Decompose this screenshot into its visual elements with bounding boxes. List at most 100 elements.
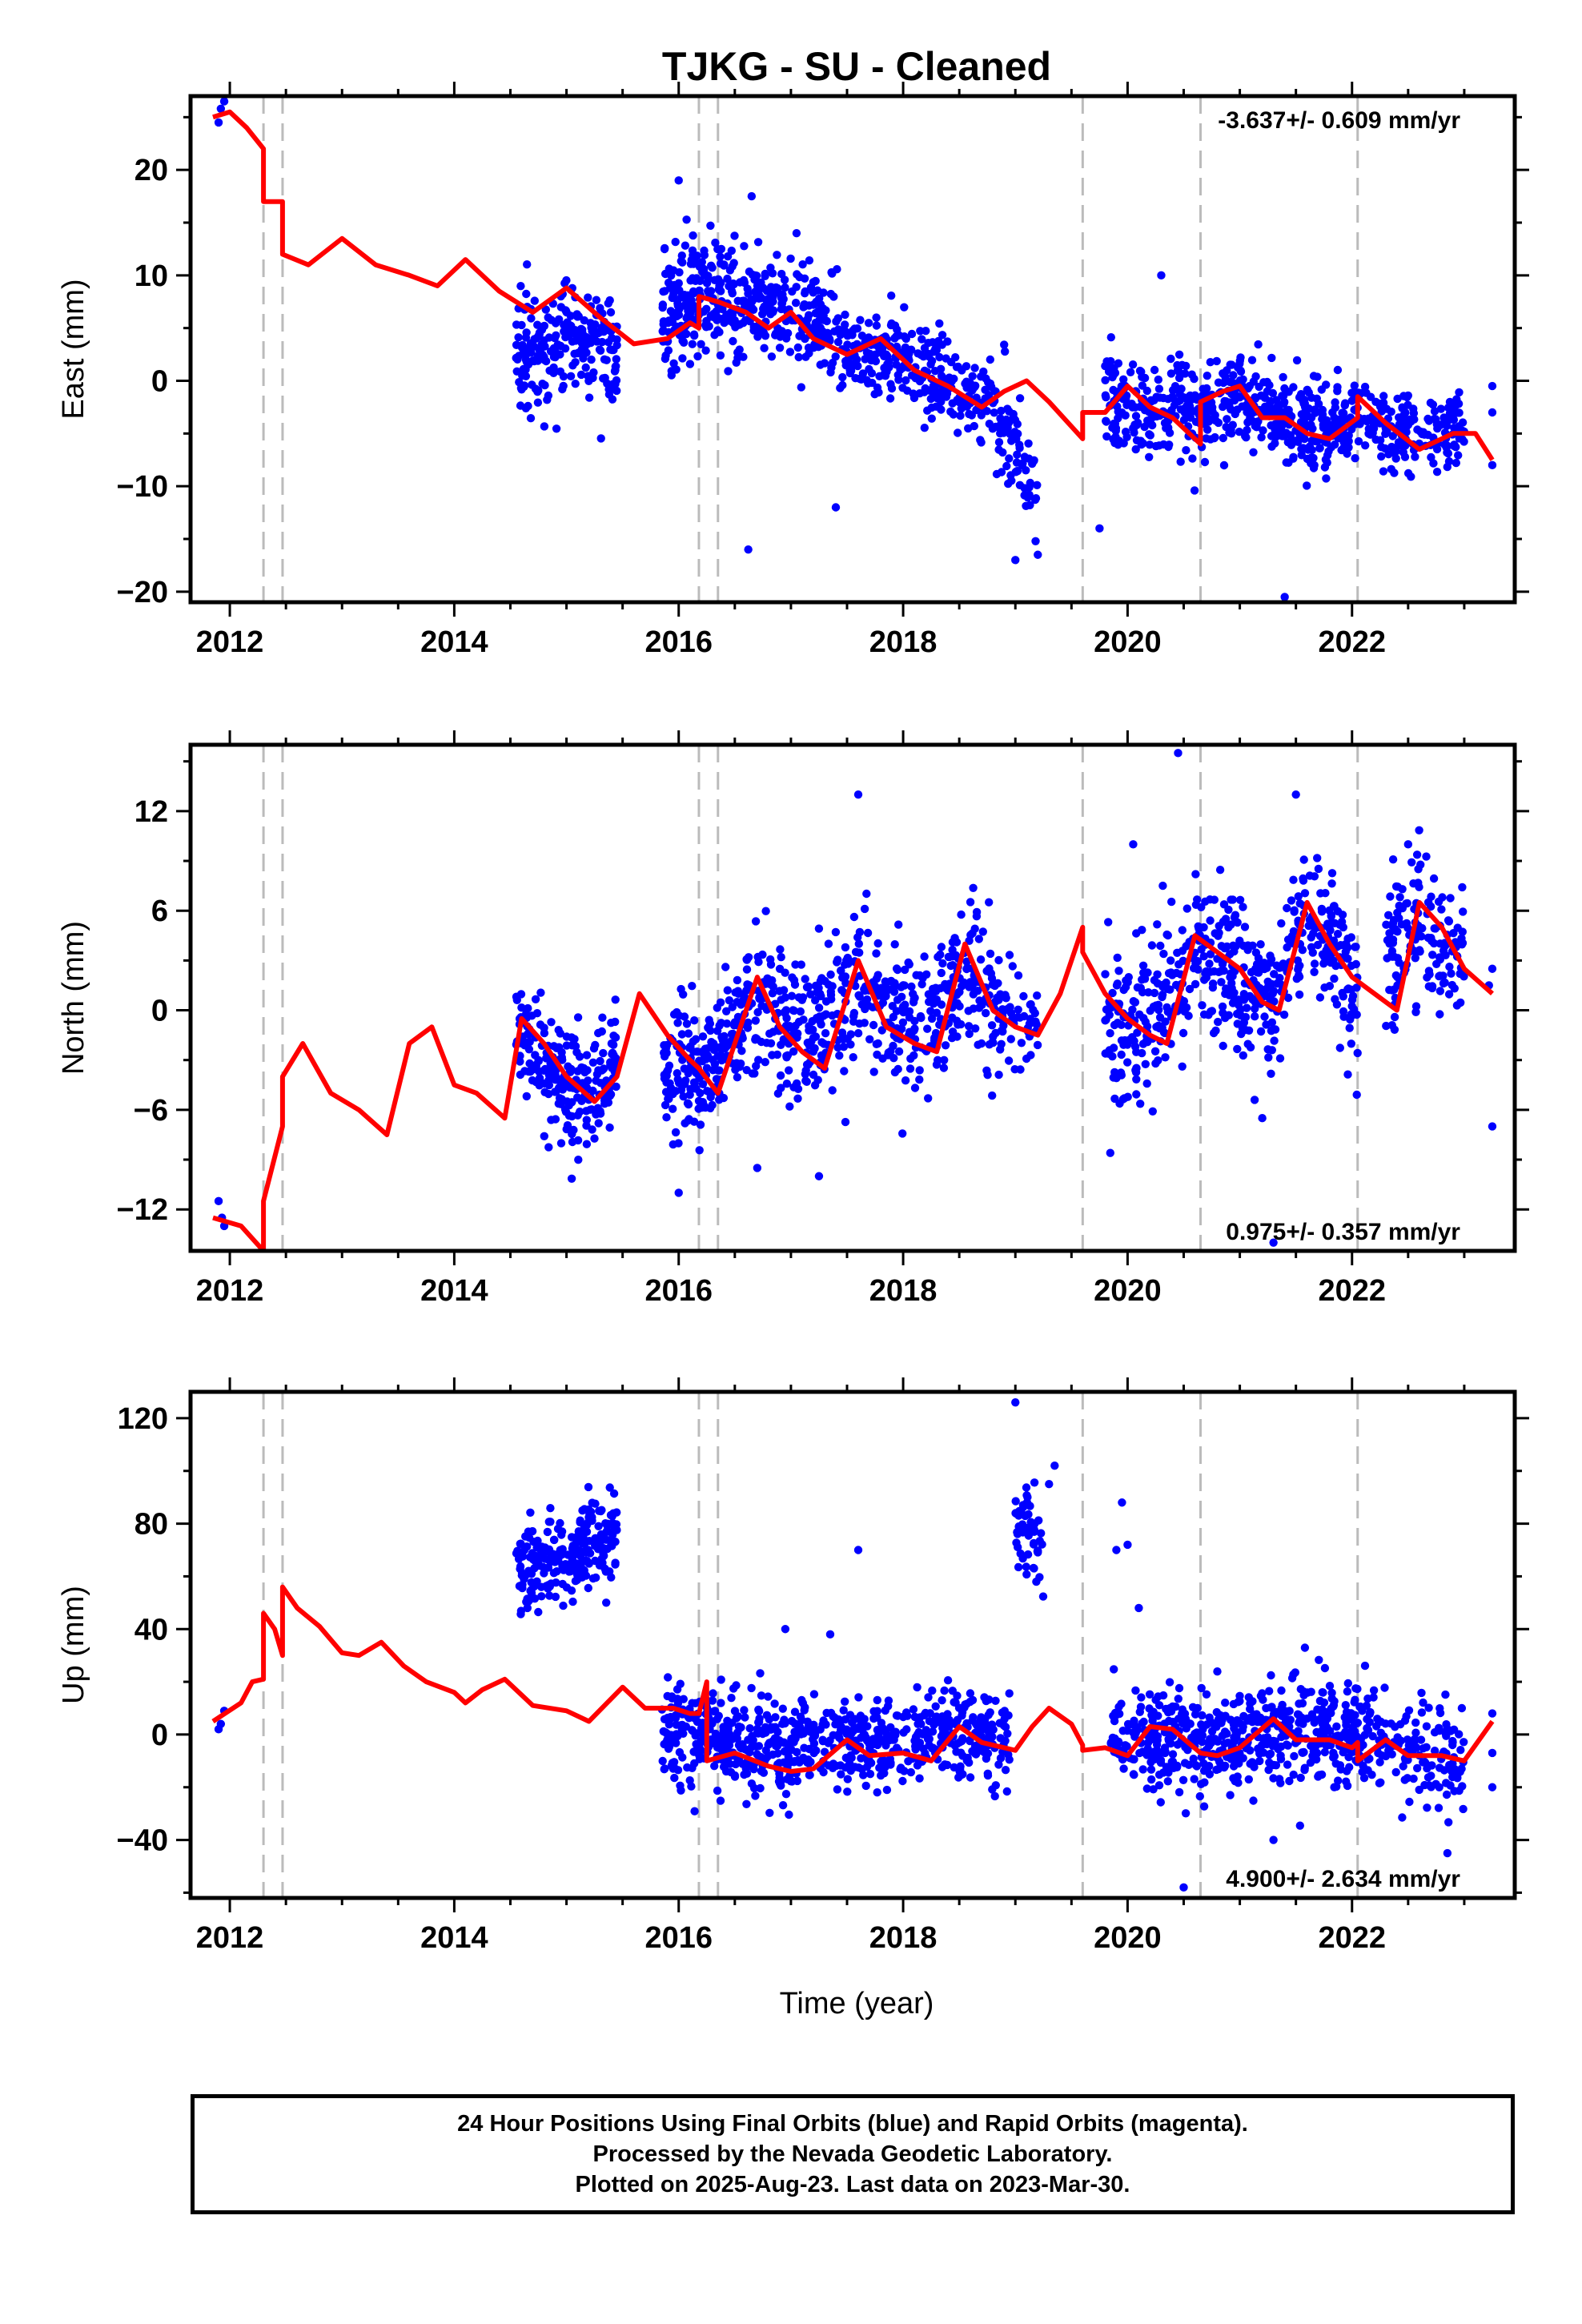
data-point — [1130, 1036, 1138, 1046]
data-point — [978, 927, 988, 936]
data-point — [673, 1019, 682, 1027]
panels: 2012 2014 2016 2018 2020 2022−20−1001020East … — [57, 82, 1529, 1955]
data-point — [1101, 391, 1110, 400]
data-point — [682, 215, 691, 224]
x-tick-label: 2012 — [196, 625, 264, 659]
data-point — [1154, 1701, 1164, 1710]
data-point — [997, 468, 1006, 476]
data-point — [872, 949, 881, 958]
data-point — [770, 1699, 779, 1708]
y-tick-label: −6 — [134, 1094, 168, 1128]
data-point — [707, 1038, 716, 1047]
data-point — [549, 344, 559, 353]
data-point — [1226, 950, 1235, 959]
data-point — [941, 1041, 950, 1050]
data-point — [1251, 997, 1259, 1007]
y-tick-label: −12 — [117, 1193, 168, 1227]
data-point — [580, 1557, 589, 1566]
data-point — [894, 1047, 904, 1056]
data-point — [864, 319, 873, 328]
data-point — [1106, 1148, 1115, 1157]
data-point — [781, 283, 789, 292]
data-point — [1266, 1749, 1275, 1759]
data-point — [679, 1729, 688, 1738]
data-point — [869, 1020, 878, 1030]
data-point — [1290, 906, 1299, 915]
data-point — [1249, 1796, 1258, 1805]
data-point — [1296, 1773, 1305, 1783]
data-point — [849, 912, 859, 922]
data-point — [1130, 998, 1140, 1007]
data-point — [932, 345, 942, 355]
data-point — [1191, 1710, 1200, 1719]
data-point — [901, 376, 910, 385]
data-point — [1347, 995, 1357, 1004]
data-point — [1197, 1720, 1206, 1729]
data-point — [742, 965, 752, 974]
data-point — [825, 335, 834, 344]
data-point — [996, 1754, 1006, 1763]
data-point — [755, 325, 764, 334]
data-point — [1030, 456, 1038, 464]
data-point — [677, 984, 685, 994]
data-point — [955, 1002, 964, 1011]
data-point — [763, 974, 772, 983]
data-point — [970, 364, 979, 372]
data-point — [540, 380, 549, 390]
data-point — [572, 1047, 581, 1057]
data-point — [861, 1733, 870, 1742]
data-point — [1393, 394, 1402, 404]
data-point — [839, 1043, 849, 1051]
x-tick-label: 2022 — [1318, 1274, 1386, 1308]
data-point — [1424, 416, 1434, 425]
data-point — [934, 952, 942, 962]
data-point — [733, 296, 742, 305]
data-point — [689, 1047, 698, 1056]
data-point — [1219, 460, 1229, 470]
data-point — [1154, 1770, 1164, 1779]
data-point — [1283, 903, 1291, 913]
data-point — [729, 259, 738, 267]
data-point — [608, 1050, 616, 1059]
data-point — [797, 383, 805, 392]
data-point — [793, 1755, 802, 1765]
data-point — [729, 1021, 739, 1030]
data-point — [1123, 1058, 1132, 1067]
data-point — [516, 1564, 524, 1574]
data-point — [715, 328, 724, 336]
data-point — [727, 1694, 736, 1703]
data-point — [915, 1075, 924, 1084]
data-point — [1192, 1762, 1202, 1771]
data-point — [1403, 468, 1413, 478]
data-point — [932, 339, 942, 348]
data-point — [894, 920, 903, 929]
data-point — [1237, 1029, 1246, 1039]
data-point — [855, 1019, 864, 1028]
data-point — [1390, 926, 1399, 935]
data-point — [715, 1096, 724, 1104]
data-point — [1003, 1004, 1012, 1014]
data-point — [1320, 952, 1329, 962]
data-point — [1117, 1036, 1126, 1045]
data-point — [733, 975, 742, 985]
data-point — [1283, 943, 1291, 952]
data-point — [592, 1573, 600, 1582]
data-point — [605, 296, 614, 305]
data-point — [860, 985, 869, 994]
data-point — [1445, 963, 1454, 971]
data-point — [883, 1051, 893, 1059]
data-point — [877, 987, 886, 995]
data-point — [1110, 439, 1119, 448]
outlier-point — [1011, 556, 1020, 565]
data-point — [551, 1592, 560, 1602]
data-point — [816, 976, 825, 986]
data-point — [526, 414, 536, 423]
data-point — [1351, 1684, 1360, 1693]
data-point — [1251, 1004, 1259, 1013]
data-point — [671, 1128, 681, 1137]
data-point — [989, 1725, 998, 1734]
data-point — [1038, 1540, 1046, 1549]
data-point — [1426, 398, 1435, 408]
data-point — [1267, 1069, 1275, 1079]
data-point — [1223, 415, 1231, 424]
